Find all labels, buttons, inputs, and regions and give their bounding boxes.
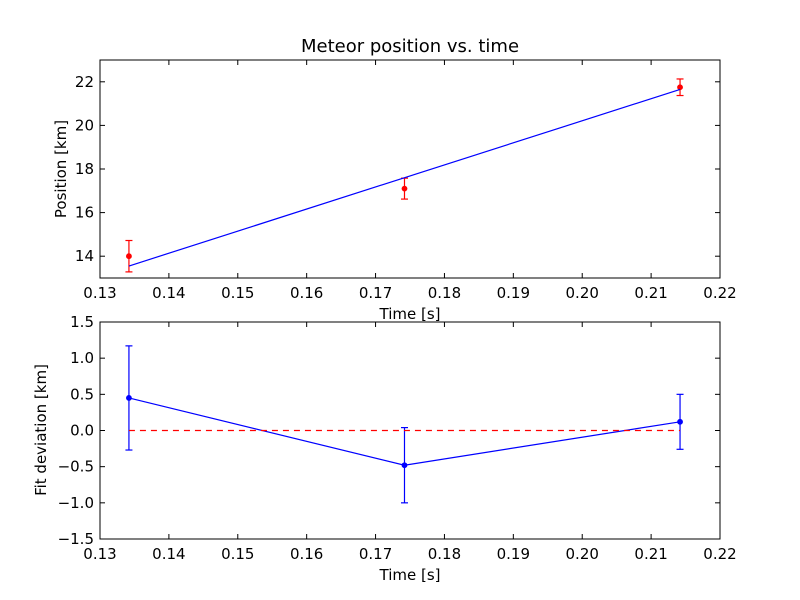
position-y-ticks: 14 16 18 20 22 (75, 73, 720, 265)
position-x-tick-label: 0.19 (497, 284, 530, 302)
deviation-x-tick-label: 0.20 (566, 545, 599, 563)
deviation-x-tick-label: 0.19 (497, 545, 530, 563)
deviation-x-tick-label: 0.22 (703, 545, 736, 563)
position-x-tick-label: 0.14 (152, 284, 185, 302)
position-chart-title: Meteor position vs. time (301, 36, 519, 57)
position-x-tick-label: 0.22 (703, 284, 736, 302)
position-chart-marks (125, 78, 684, 273)
position-x-axis-label: Time [s] (379, 305, 441, 323)
position-y-tick-label: 16 (75, 204, 94, 222)
deviation-y-axis-label: Fit deviation [km] (32, 364, 50, 496)
deviation-y-tick-label: 0.5 (70, 385, 94, 403)
position-data-point (677, 84, 683, 91)
deviation-y-tick-label: 1.5 (70, 313, 94, 331)
deviation-x-tick-label: 0.13 (83, 545, 116, 563)
fit-deviation-chart: 0.13 0.14 0.15 0.16 0.17 0.18 0.19 0.20 0.21 0.22… (32, 313, 737, 584)
deviation-x-axis-label: Time [s] (379, 566, 441, 584)
position-y-tick-label: 20 (75, 116, 94, 134)
deviation-y-tick-label: −0.5 (58, 458, 94, 476)
deviation-x-tick-label: 0.15 (221, 545, 254, 563)
deviation-y-tick-label: 1.0 (70, 349, 94, 367)
deviation-x-tick-label: 0.14 (152, 545, 185, 563)
position-x-tick-label: 0.20 (566, 284, 599, 302)
deviation-data-point (126, 395, 132, 401)
position-series-line (128, 88, 681, 267)
position-x-tick-label: 0.21 (634, 284, 667, 302)
deviation-y-tick-label: −1.0 (58, 494, 94, 512)
deviation-chart-marks (125, 345, 684, 504)
position-data-point (401, 185, 408, 192)
deviation-x-tick-label: 0.17 (359, 545, 392, 563)
position-y-tick-label: 22 (75, 73, 94, 91)
position-y-tick-label: 14 (75, 247, 94, 265)
position-data-point (126, 253, 132, 260)
deviation-data-point (677, 418, 683, 425)
position-x-tick-label: 0.16 (290, 284, 323, 302)
position-x-tick-label: 0.15 (221, 284, 254, 302)
deviation-x-tick-label: 0.16 (290, 545, 323, 563)
position-x-ticks: 0.13 0.14 0.15 0.16 0.17 0.18 0.19 0.20 0.21 0.22 (83, 60, 737, 302)
deviation-x-ticks: 0.13 0.14 0.15 0.16 0.17 0.18 0.19 0.20 0.21 0.22 (83, 322, 737, 563)
deviation-y-tick-label: −1.5 (58, 530, 94, 548)
position-x-tick-label: 0.18 (428, 284, 461, 302)
position-x-tick-label: 0.13 (83, 284, 116, 302)
position-chart: Meteor position vs. time 0.13 0.14 0.15 0.1… (52, 36, 737, 323)
position-y-tick-label: 18 (75, 160, 94, 178)
deviation-data-point (401, 462, 408, 469)
deviation-y-ticks: −1.5 −1.0 −0.5 0.0 0.5 1.0 1.5 (58, 313, 720, 548)
position-y-axis-label: Position [km] (52, 120, 70, 218)
deviation-x-tick-label: 0.18 (428, 545, 461, 563)
position-x-tick-label: 0.17 (359, 284, 392, 302)
deviation-x-tick-label: 0.21 (634, 545, 667, 563)
deviation-y-tick-label: 0.0 (70, 422, 94, 440)
